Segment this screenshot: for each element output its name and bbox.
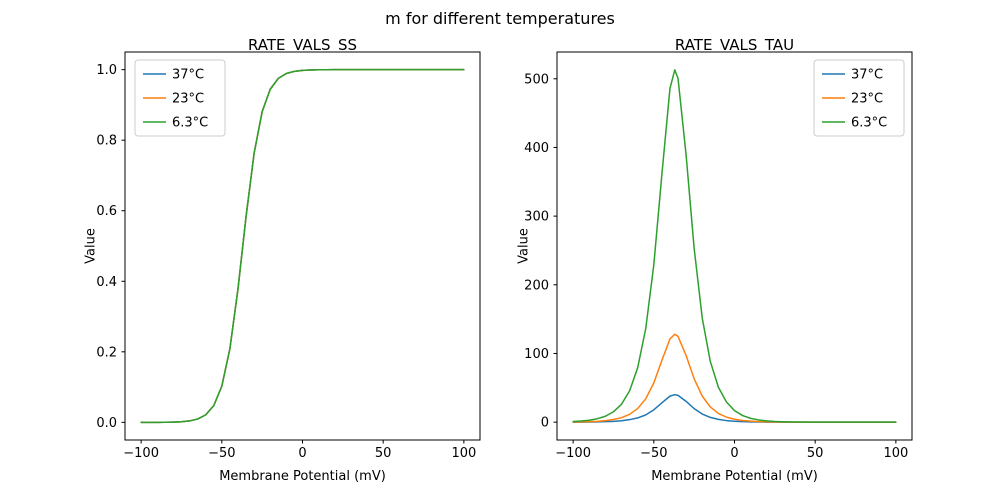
legend-box bbox=[813, 59, 905, 137]
series-line-6.3°C bbox=[572, 69, 897, 423]
y-tick-label: 0.8 bbox=[96, 134, 117, 149]
y-tick-label: 300 bbox=[524, 210, 549, 225]
legend-label: 23°C bbox=[851, 92, 883, 107]
legend-label: 6.3°C bbox=[172, 116, 208, 131]
legend-label: 23°C bbox=[172, 92, 204, 107]
legend-label: 37°C bbox=[851, 68, 883, 83]
figure-title: m for different temperatures bbox=[385, 9, 615, 28]
y-tick-label: 1.0 bbox=[96, 63, 117, 78]
x-tick-label: 0 bbox=[298, 446, 306, 461]
x-tick-label: −50 bbox=[208, 446, 235, 461]
y-tick-label: 400 bbox=[524, 141, 549, 156]
tau-chart-title: RATE_VALS_TAU bbox=[674, 36, 795, 54]
x-tick-label: −100 bbox=[555, 446, 591, 461]
x-tick-label: −50 bbox=[640, 446, 667, 461]
ss-x-axis-label: Membrane Potential (mV) bbox=[219, 469, 386, 484]
legend-box bbox=[134, 59, 226, 137]
x-tick-label: 0 bbox=[730, 446, 738, 461]
legend-label: 37°C bbox=[172, 68, 204, 83]
y-tick-label: 0.4 bbox=[96, 275, 117, 290]
tau-x-axis-label: Membrane Potential (mV) bbox=[651, 469, 818, 484]
legend-label: 6.3°C bbox=[851, 116, 887, 131]
x-tick-label: −100 bbox=[123, 446, 159, 461]
x-tick-label: 100 bbox=[883, 446, 908, 461]
y-tick-label: 100 bbox=[524, 347, 549, 362]
y-tick-label: 0.0 bbox=[96, 416, 117, 431]
ss-chart-canvas: −100 −50 0 50 100 0.0 0.2 0.4 0.6 0.8 1.0 37°C 23°C 6… bbox=[96, 51, 481, 461]
y-tick-label: 0.2 bbox=[96, 345, 117, 360]
y-tick-label: 0.6 bbox=[96, 204, 117, 219]
x-tick-label: 50 bbox=[375, 446, 392, 461]
ss-chart-title: RATE_VALS_SS bbox=[247, 36, 358, 54]
series-line-6.3°C bbox=[140, 68, 465, 424]
x-tick-label: 100 bbox=[451, 446, 476, 461]
y-tick-label: 200 bbox=[524, 278, 549, 293]
x-tick-label: 50 bbox=[807, 446, 824, 461]
tau-chart-canvas: −100 −50 0 50 100 0 100 200 300 400 500 37°C 23°C 6.3… bbox=[524, 51, 913, 461]
y-tick-label: 500 bbox=[524, 72, 549, 87]
y-tick-label: 0 bbox=[541, 416, 549, 431]
